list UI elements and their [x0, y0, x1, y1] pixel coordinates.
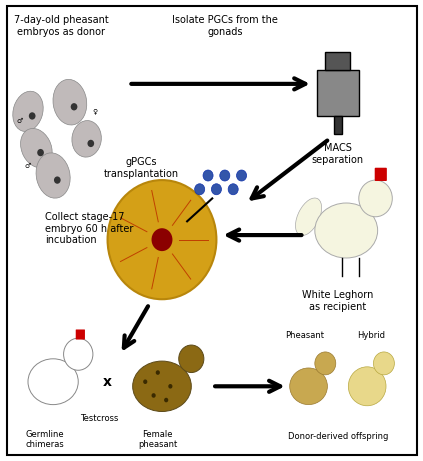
Circle shape — [236, 170, 247, 181]
Circle shape — [37, 149, 44, 156]
Ellipse shape — [315, 203, 378, 258]
Circle shape — [71, 103, 77, 111]
FancyBboxPatch shape — [76, 330, 85, 340]
Circle shape — [168, 384, 173, 389]
Circle shape — [195, 184, 205, 195]
Circle shape — [315, 352, 336, 375]
Text: 7-day-old pheasant
embryos as donor: 7-day-old pheasant embryos as donor — [14, 15, 109, 37]
Text: Germline
chimeras: Germline chimeras — [25, 430, 64, 449]
Circle shape — [228, 184, 238, 195]
Ellipse shape — [21, 129, 52, 168]
Circle shape — [88, 140, 94, 147]
Ellipse shape — [36, 153, 70, 198]
Circle shape — [156, 370, 160, 375]
Text: Isolate PGCs from the
gonads: Isolate PGCs from the gonads — [172, 15, 278, 37]
Circle shape — [359, 180, 392, 217]
Ellipse shape — [290, 368, 327, 405]
Circle shape — [29, 112, 36, 119]
FancyBboxPatch shape — [375, 168, 387, 181]
FancyBboxPatch shape — [334, 116, 342, 134]
Text: x: x — [103, 375, 112, 389]
Ellipse shape — [36, 368, 61, 386]
Circle shape — [143, 379, 147, 384]
Circle shape — [212, 184, 222, 195]
Ellipse shape — [13, 91, 43, 131]
FancyBboxPatch shape — [325, 52, 350, 70]
Ellipse shape — [133, 361, 191, 412]
Text: Collect stage-17
embryo 60 h after
incubation: Collect stage-17 embryo 60 h after incub… — [45, 212, 133, 245]
Text: White Leghorn
as recipient: White Leghorn as recipient — [302, 290, 374, 312]
Text: ♂: ♂ — [16, 118, 23, 124]
Ellipse shape — [72, 121, 102, 157]
Text: Testcross: Testcross — [80, 414, 118, 423]
Text: ♀: ♀ — [93, 108, 98, 114]
Text: Hybrid: Hybrid — [357, 331, 385, 341]
Text: gPGCs
transplantation: gPGCs transplantation — [104, 157, 179, 179]
FancyBboxPatch shape — [317, 70, 359, 116]
Circle shape — [151, 228, 173, 251]
Ellipse shape — [53, 79, 87, 125]
Circle shape — [164, 398, 168, 402]
Ellipse shape — [296, 198, 321, 236]
Circle shape — [54, 177, 60, 184]
Text: Donor-derived offspring: Donor-derived offspring — [288, 432, 388, 441]
Circle shape — [220, 170, 230, 181]
Text: Pheasant: Pheasant — [285, 331, 324, 341]
Circle shape — [203, 170, 213, 181]
Ellipse shape — [28, 359, 78, 405]
Circle shape — [63, 338, 93, 370]
Circle shape — [374, 352, 394, 375]
Ellipse shape — [348, 367, 386, 406]
Circle shape — [107, 180, 217, 299]
Text: ♂: ♂ — [25, 163, 31, 169]
Text: Female
pheasant: Female pheasant — [138, 430, 177, 449]
Circle shape — [179, 345, 204, 372]
Circle shape — [151, 393, 156, 398]
Text: MACS
separation: MACS separation — [312, 143, 364, 165]
